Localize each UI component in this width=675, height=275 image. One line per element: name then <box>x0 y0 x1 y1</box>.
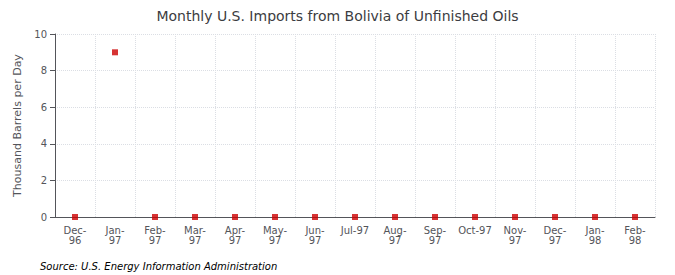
svg-text:Thousand Barrels per Day: Thousand Barrels per Day <box>11 54 24 198</box>
svg-text:Jan-: Jan- <box>105 224 125 236</box>
svg-text:Jul-97: Jul-97 <box>340 225 369 236</box>
svg-text:Sep-: Sep- <box>423 224 447 236</box>
svg-text:97: 97 <box>149 235 162 246</box>
svg-text:Source: U.S. Energy Informatio: Source: U.S. Energy Information Administ… <box>40 261 277 272</box>
svg-text:98: 98 <box>589 235 602 246</box>
svg-text:Dec-: Dec- <box>543 224 567 236</box>
svg-text:97: 97 <box>189 235 202 246</box>
svg-text:Aug-: Aug- <box>383 224 407 236</box>
svg-text:97: 97 <box>229 235 242 246</box>
svg-text:0: 0 <box>41 212 47 223</box>
svg-text:97: 97 <box>269 235 282 246</box>
svg-text:Feb-: Feb- <box>144 224 166 236</box>
svg-text:97: 97 <box>309 235 322 246</box>
svg-text:Dec-: Dec- <box>63 224 87 236</box>
svg-text:2: 2 <box>41 175 47 186</box>
svg-text:Oct-97: Oct-97 <box>458 225 492 236</box>
svg-text:4: 4 <box>41 138 47 149</box>
svg-text:97: 97 <box>549 235 562 246</box>
svg-text:8: 8 <box>41 65 47 76</box>
svg-text:Nov-: Nov- <box>503 224 527 236</box>
svg-text:Monthly U.S. Imports from Boli: Monthly U.S. Imports from Bolivia of Unf… <box>156 8 518 24</box>
svg-text:97: 97 <box>509 235 522 246</box>
svg-text:Jan-: Jan- <box>585 224 605 236</box>
svg-text:97: 97 <box>109 235 122 246</box>
svg-text:98: 98 <box>629 235 642 246</box>
svg-text:6: 6 <box>41 102 47 113</box>
svg-text:Mar-: Mar- <box>184 224 206 236</box>
svg-text:97: 97 <box>389 235 402 246</box>
svg-text:Jun-: Jun- <box>305 224 325 236</box>
svg-text:10: 10 <box>34 29 47 40</box>
svg-text:Apr-: Apr- <box>224 224 246 236</box>
svg-text:Feb-: Feb- <box>624 224 646 236</box>
svg-text:96: 96 <box>69 235 82 246</box>
svg-text:97: 97 <box>429 235 442 246</box>
svg-text:May-: May- <box>262 224 288 236</box>
